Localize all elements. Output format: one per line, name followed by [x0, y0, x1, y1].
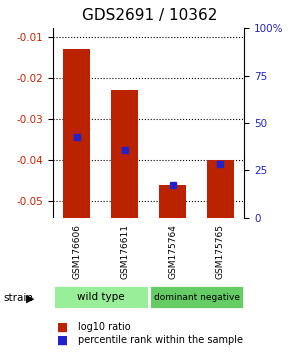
Text: wild type: wild type — [77, 292, 124, 302]
Bar — [207, 160, 234, 218]
Bar — [159, 185, 186, 218]
Text: dominant negative: dominant negative — [154, 293, 239, 302]
Text: GSM176606: GSM176606 — [72, 224, 81, 279]
FancyBboxPatch shape — [148, 285, 244, 309]
Text: GSM175764: GSM175764 — [168, 224, 177, 279]
Text: ■: ■ — [57, 333, 68, 346]
Text: log10 ratio: log10 ratio — [78, 322, 130, 332]
Text: ■: ■ — [57, 321, 68, 334]
Bar — [63, 49, 90, 218]
Text: strain: strain — [3, 293, 33, 303]
FancyBboxPatch shape — [52, 285, 148, 309]
Bar — [111, 90, 138, 218]
Text: GSM176611: GSM176611 — [120, 224, 129, 279]
Text: GSM175765: GSM175765 — [216, 224, 225, 279]
Text: GDS2691 / 10362: GDS2691 / 10362 — [82, 8, 218, 23]
Text: ▶: ▶ — [26, 294, 34, 304]
Text: percentile rank within the sample: percentile rank within the sample — [78, 335, 243, 345]
